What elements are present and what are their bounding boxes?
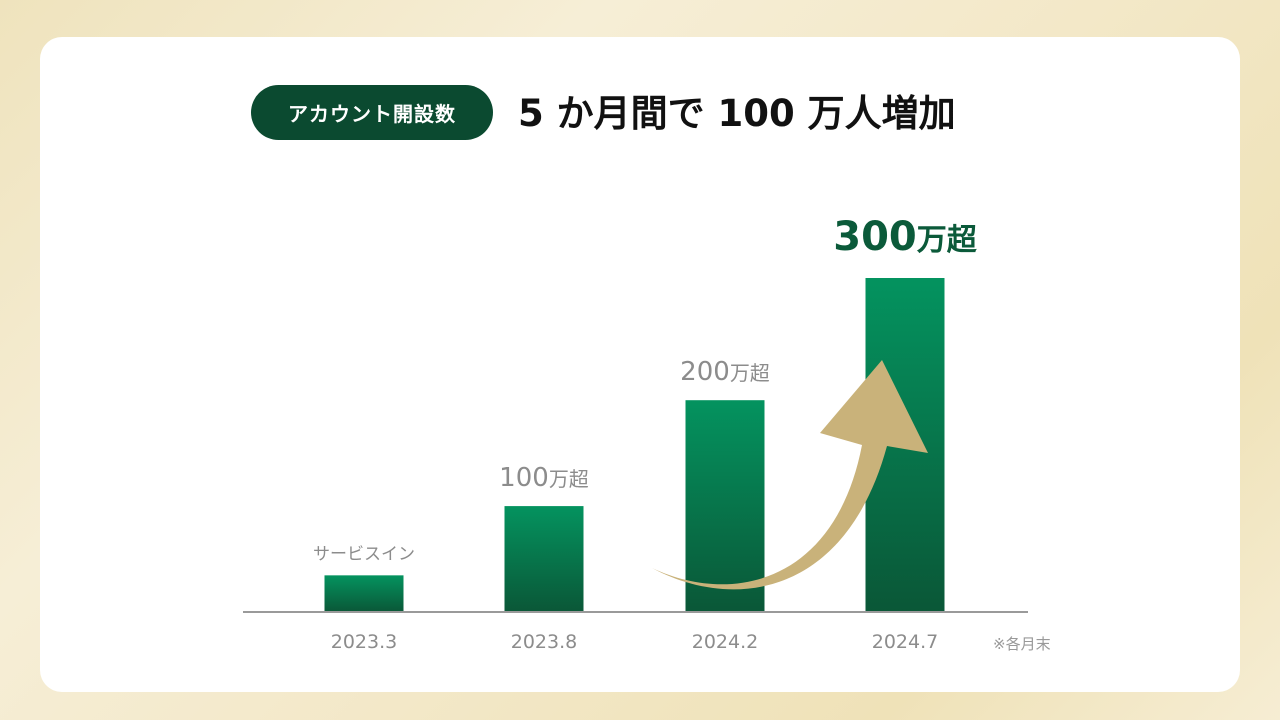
growth-arrow <box>652 360 928 590</box>
data-label-2024.7: 300万超 <box>833 214 978 260</box>
footnote: ※各月末 <box>993 635 1051 653</box>
bar-2024.2 <box>685 400 765 612</box>
x-tick-label: 2023.3 <box>331 631 397 653</box>
x-tick-label: 2024.7 <box>872 631 938 653</box>
data-label-2024.2: 200万超 <box>680 357 770 387</box>
account-badge: アカウント開設数 <box>251 85 493 140</box>
data-label-2023.3: サービスイン <box>313 544 415 564</box>
x-tick-label: 2024.2 <box>692 631 758 653</box>
headline: 5 か月間で 100 万人増加 <box>518 92 956 135</box>
bar-2023.3 <box>324 575 404 612</box>
x-tick-label: 2023.8 <box>511 631 577 653</box>
bar-2023.8 <box>504 506 584 612</box>
badge-label: アカウント開設数 <box>288 102 456 126</box>
data-label-2023.8: 100万超 <box>499 463 589 493</box>
chart-card <box>40 37 1240 692</box>
